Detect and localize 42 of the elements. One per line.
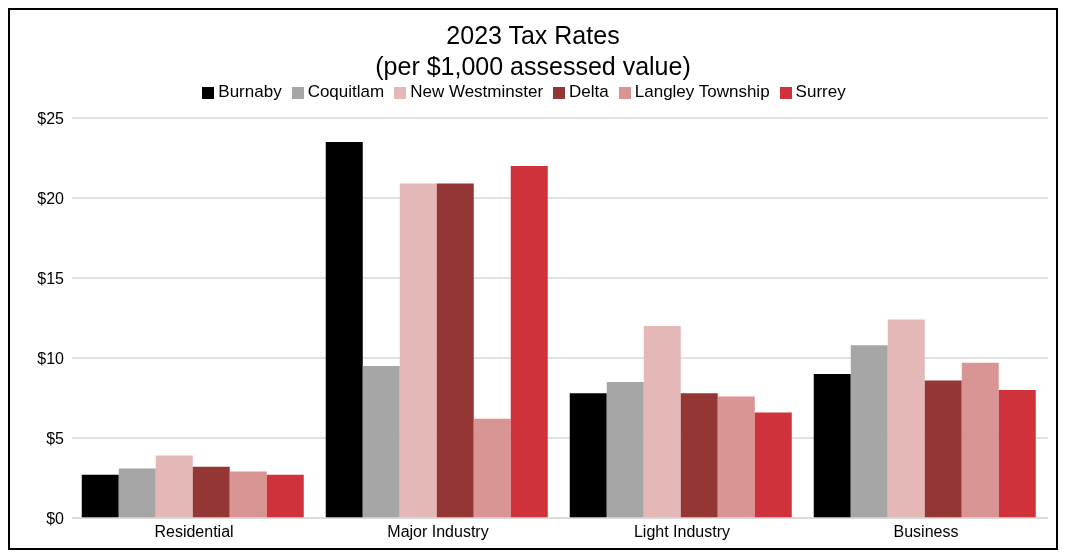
bar xyxy=(680,393,718,518)
legend-label: Surrey xyxy=(795,82,846,101)
bar xyxy=(436,183,474,518)
x-tick-label: Residential xyxy=(154,523,234,541)
bar xyxy=(643,326,681,518)
y-tick-label: $15 xyxy=(37,269,65,287)
bar xyxy=(362,366,400,518)
y-tick-label: $10 xyxy=(37,349,65,367)
y-tick-label: $5 xyxy=(46,429,65,447)
x-tick-label: Business xyxy=(893,523,959,541)
legend-label: Coquitlam xyxy=(307,82,385,101)
bar xyxy=(192,466,230,518)
x-tick-label: Major Industry xyxy=(387,523,489,541)
bar xyxy=(887,319,925,518)
x-tick-label: Light Industry xyxy=(633,523,731,541)
legend-label: Langley Township xyxy=(634,82,770,101)
bar xyxy=(961,362,999,518)
bar xyxy=(924,380,962,518)
bar xyxy=(266,474,304,518)
legend-label: Delta xyxy=(569,82,609,101)
bar xyxy=(813,374,851,518)
bar xyxy=(399,183,437,518)
y-tick-label: $0 xyxy=(46,509,65,527)
y-tick-label: $20 xyxy=(37,189,65,207)
bar xyxy=(850,345,888,518)
y-tick-label: $25 xyxy=(37,109,65,127)
bar xyxy=(717,396,755,518)
chart-title: 2023 Tax Rates xyxy=(445,20,621,51)
bar xyxy=(473,418,511,518)
bar xyxy=(229,471,267,518)
bar xyxy=(155,455,193,518)
legend-label: Burnaby xyxy=(218,82,282,101)
bar xyxy=(998,390,1036,518)
bar xyxy=(118,468,156,518)
bar xyxy=(606,382,644,518)
bar xyxy=(510,166,548,518)
bar xyxy=(569,393,607,518)
chart-subtitle: (per $1,000 assessed value) xyxy=(374,51,692,82)
bar xyxy=(754,412,792,518)
bar xyxy=(81,474,119,518)
legend-label: New Westminster xyxy=(410,82,544,101)
bar xyxy=(325,142,363,518)
